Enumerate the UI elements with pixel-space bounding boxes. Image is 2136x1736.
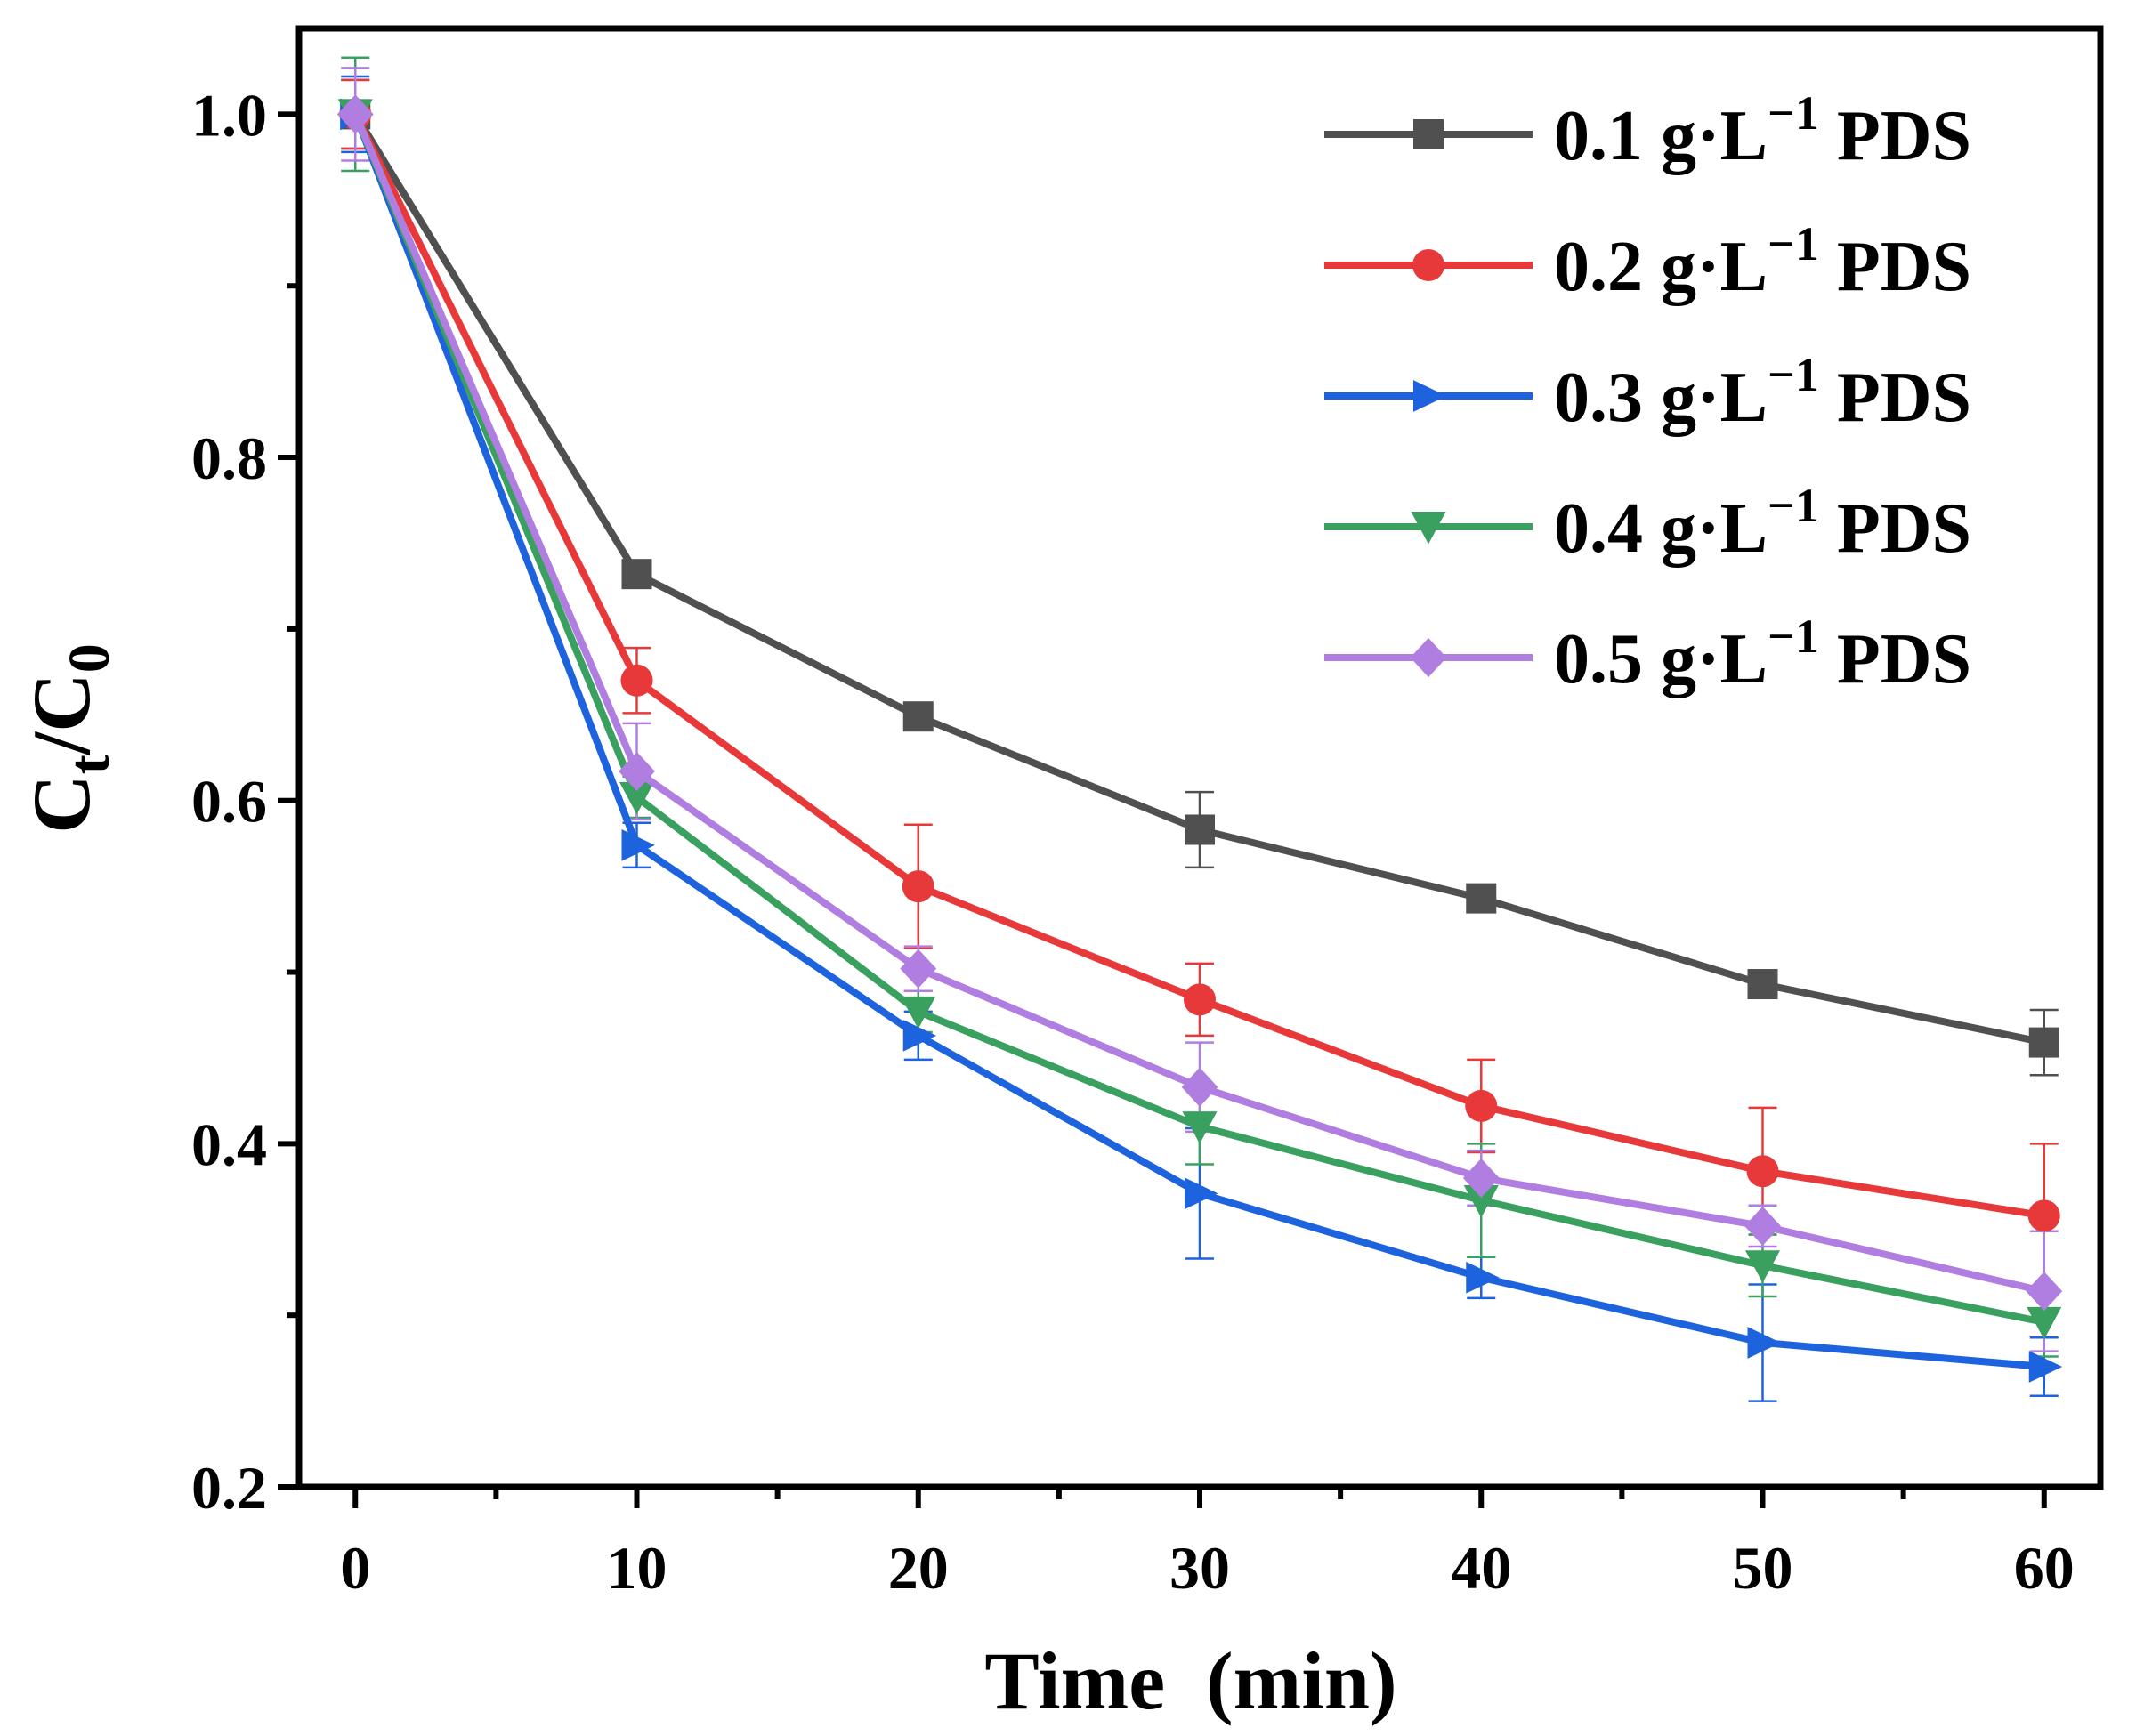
data-point — [1182, 1111, 1218, 1144]
plot-area — [336, 56, 2063, 1402]
data-point — [1744, 1250, 1781, 1283]
data-point — [1185, 1177, 1218, 1210]
data-point — [1462, 1158, 1500, 1199]
legend-label-main: 0.2 g·L — [1554, 228, 1768, 306]
y-axis-title-sub-0: 0 — [57, 643, 122, 673]
data-point — [1747, 969, 1778, 1000]
legend-item: 0.2 g·L−1 PDS — [1324, 217, 1971, 306]
data-point — [1465, 1089, 1498, 1122]
data-point — [2027, 1199, 2060, 1232]
y-axis-title-mid: /C — [16, 673, 107, 755]
legend-marker — [1413, 380, 1447, 412]
x-tick-label: 50 — [1733, 1534, 1793, 1602]
y-tick-label: 1.0 — [191, 81, 267, 149]
data-point — [619, 781, 655, 815]
data-point — [620, 664, 653, 697]
x-tick-label: 30 — [1169, 1534, 1230, 1602]
data-point — [902, 701, 934, 732]
legend-marker — [1412, 249, 1444, 281]
legend-label-suffix: PDS — [1819, 489, 1971, 568]
data-point — [2026, 1272, 2063, 1312]
legend-label-sup: −1 — [1768, 217, 1819, 270]
data-point — [621, 828, 655, 861]
legend-label: 0.1 g·L−1 PDS — [1554, 86, 1971, 175]
y-tick-label: 0.4 — [191, 1110, 267, 1178]
series — [340, 99, 2059, 1058]
legend-label-sup: −1 — [1768, 610, 1819, 663]
y-axis-title-sub-t: t — [57, 755, 122, 774]
legend-label: 0.2 g·L−1 PDS — [1554, 217, 1971, 306]
legend-item: 0.5 g·L−1 PDS — [1324, 610, 1971, 698]
data-point — [1185, 814, 1215, 845]
legend-item: 0.4 g·L−1 PDS — [1324, 479, 1971, 568]
data-point — [2028, 1027, 2059, 1058]
x-tick-label: 40 — [1451, 1534, 1511, 1602]
data-point — [1184, 983, 1216, 1016]
legend-label-main: 0.1 g·L — [1554, 97, 1768, 175]
data-point — [1181, 1067, 1218, 1107]
data-point — [1746, 1155, 1779, 1188]
data-point — [901, 996, 936, 1029]
legend-label: 0.4 g·L−1 PDS — [1554, 479, 1971, 568]
x-tick-label: 0 — [340, 1534, 370, 1602]
legend-label-suffix: PDS — [1819, 359, 1971, 437]
legend-marker — [1413, 119, 1444, 149]
data-point — [1463, 1184, 1499, 1218]
x-tick-label: 10 — [607, 1534, 668, 1602]
legend-label-main: 0.3 g·L — [1554, 359, 1768, 437]
legend-label-suffix: PDS — [1819, 620, 1971, 698]
data-point — [619, 751, 655, 792]
legend-label-sup: −1 — [1768, 86, 1819, 140]
x-axis-title: Time (min) — [984, 1635, 1396, 1726]
legend-label-main: 0.4 g·L — [1554, 489, 1768, 568]
legend-label-main: 0.5 g·L — [1554, 620, 1768, 698]
data-point — [900, 949, 937, 989]
legend-label-suffix: PDS — [1819, 97, 1971, 175]
legend-label-suffix: PDS — [1819, 228, 1971, 306]
data-point — [1747, 1327, 1781, 1359]
y-axis-title-main: C — [16, 774, 107, 833]
data-point — [1744, 1206, 1781, 1247]
data-point — [902, 870, 934, 903]
x-tick-label: 60 — [2014, 1534, 2075, 1602]
data-point — [1466, 1261, 1500, 1294]
data-point — [336, 94, 374, 134]
axes: 0 10 20 30 40 50 60 0.2 0.4 0.6 0.8 1.0 — [191, 81, 2075, 1602]
legend-item: 0.1 g·L−1 PDS — [1324, 86, 1971, 175]
y-tick-label: 0.8 — [191, 424, 267, 492]
y-tick-label: 0.6 — [191, 768, 267, 836]
legend-label-sup: −1 — [1768, 479, 1819, 532]
legend-label: 0.3 g·L−1 PDS — [1554, 348, 1971, 437]
legend-item: 0.3 g·L−1 PDS — [1324, 348, 1971, 437]
x-tick-label: 20 — [888, 1534, 949, 1602]
data-point — [2028, 1351, 2063, 1383]
legend-label-sup: −1 — [1768, 348, 1819, 401]
data-point — [2027, 1306, 2062, 1340]
legend-label: 0.5 g·L−1 PDS — [1554, 610, 1971, 698]
legend-marker — [1411, 512, 1446, 545]
data-point — [902, 1020, 937, 1052]
legend-marker — [1410, 637, 1447, 678]
y-axis-title: Ct/C0 — [16, 643, 122, 833]
y-tick-label: 0.2 — [191, 1454, 267, 1522]
data-point — [1466, 883, 1497, 914]
data-point — [621, 559, 652, 590]
series — [340, 98, 2063, 1383]
series — [336, 94, 2063, 1312]
